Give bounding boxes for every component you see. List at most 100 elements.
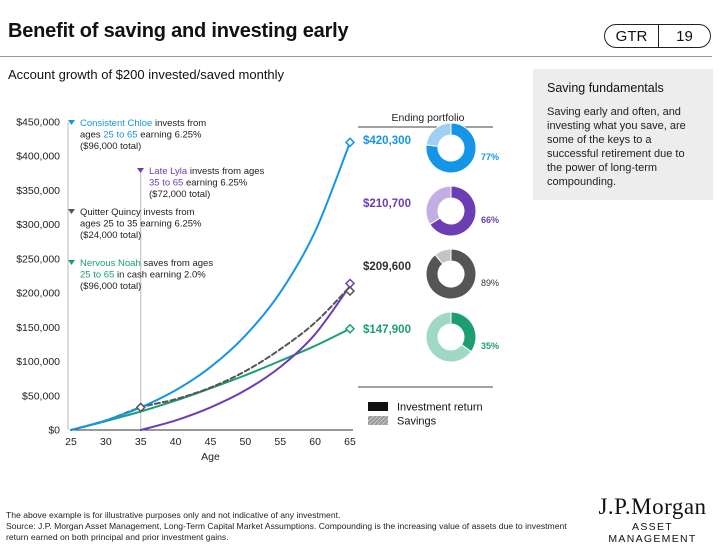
lyla-series-line: [139, 284, 351, 431]
lyla-annotation-arrow-icon: [137, 168, 144, 173]
chloe-annotation-line: ($96,000 total): [80, 141, 141, 152]
y-tick-label: $400,000: [16, 151, 60, 163]
noah-annotation-arrow-icon: [68, 260, 75, 265]
chloe-annotation-line: ages 25 to 65 earning 6.25%: [80, 130, 202, 141]
noah-return-pct: 35%: [481, 341, 499, 351]
legend: Investment return Savings: [368, 402, 483, 428]
y-tick-label: $250,000: [16, 253, 60, 265]
quincy-return-pct: 89%: [481, 278, 499, 288]
lyla-annotation-line: 35 to 65 earning 6.25%: [149, 178, 248, 189]
series-lines: [70, 141, 351, 431]
badge-label: GTR: [605, 25, 659, 47]
chloe-annotation-arrow-icon: [68, 120, 75, 125]
logo-subtitle: ASSET MANAGEMENT: [608, 521, 697, 545]
annotation-text: 25 to 65: [80, 270, 114, 281]
annotation-text: ($72,000 total): [149, 189, 210, 200]
noah-annotation-line: 25 to 65 in cash earning 2.0%: [80, 270, 206, 281]
annotation-text: Quitter Quincy invests from: [80, 207, 195, 218]
annotation-text: ages: [80, 130, 103, 141]
x-tick-label: 60: [309, 436, 321, 448]
sidebar-body: Saving early and often, and investing wh…: [547, 106, 686, 188]
legend-label: Investment return: [397, 402, 483, 414]
quincy-ending-value: $209,600: [363, 261, 411, 273]
noah-marker: [344, 323, 356, 334]
badge-page-number: 19: [676, 27, 693, 45]
logo-wordmark: J.P.Morgan: [598, 494, 707, 519]
lyla-ending-value: $210,700: [363, 198, 411, 210]
ending-portfolio: Ending portfolio $420,300 77% $210,700 66% $2…: [358, 112, 499, 388]
noah-ending-value: $147,900: [363, 324, 411, 336]
annotation-text: ($24,000 total): [80, 230, 141, 241]
growth-chart: $0 $50,000 $100,000 $150,000 $200,000 $250,00…: [16, 112, 499, 464]
footer-source: Source: J.P. Morgan Asset Management, Lo…: [6, 521, 567, 542]
annotation-text: saves from ages: [141, 258, 214, 269]
y-tick-label: $0: [48, 425, 60, 437]
chart-axes: $0 $50,000 $100,000 $150,000 $200,000 $250,00…: [16, 117, 356, 464]
noah-annotation-line: Nervous Noah saves from ages: [80, 258, 213, 269]
y-tick-label: $100,000: [16, 356, 60, 368]
annotation-text: Late Lyla: [149, 166, 188, 177]
lyla-return-pct: 66%: [481, 215, 499, 225]
lyla-annotation-line: Late Lyla invests from ages: [149, 166, 265, 177]
annotation-text: 35 to 65: [149, 178, 183, 189]
chloe-marker: [344, 137, 356, 148]
ending-portfolio-title: Ending portfolio: [392, 112, 465, 124]
footer-disclaimer: The above example is for illustrative pu…: [6, 510, 341, 520]
y-tick-label: $450,000: [16, 117, 60, 129]
chloe-donut-savings: [425, 122, 452, 147]
annotation-text: invests from ages: [187, 166, 264, 177]
chloe-series-line: [70, 141, 351, 431]
annotation-guides: [67, 122, 142, 430]
annotation-text: ($96,000 total): [80, 281, 141, 292]
quincy-annotation-line: Quitter Quincy invests from: [80, 207, 195, 218]
y-tick-label: $350,000: [16, 185, 60, 197]
quincy-annotation-line: ($24,000 total): [80, 230, 141, 241]
annotation-text: ages 25 to 35 earning 6.25%: [80, 219, 202, 230]
x-tick-label: 25: [65, 436, 77, 448]
legend-label: Savings: [397, 416, 437, 428]
noah-series-line: [70, 327, 351, 431]
legend-swatch-return: [368, 402, 388, 411]
annotation-text: in cash earning 2.0%: [114, 270, 206, 281]
annotation-text: invests from: [152, 118, 206, 129]
quincy-donut-savings: [434, 248, 452, 265]
page-title: Benefit of saving and investing early: [8, 20, 349, 42]
y-tick-label: $150,000: [16, 322, 60, 334]
jpmorgan-logo: J.P.Morgan ASSET MANAGEMENT: [590, 494, 715, 545]
y-tick-label: $50,000: [22, 390, 60, 402]
page-badge: GTR 19: [604, 24, 711, 48]
x-tick-label: 65: [344, 436, 356, 448]
chart-subtitle: Account growth of $200 invested/saved mo…: [8, 67, 285, 82]
x-tick-label: 40: [170, 436, 182, 448]
annotation-text: Nervous Noah: [80, 258, 141, 269]
chloe-donut-return: [425, 122, 477, 174]
x-tick-label: 35: [135, 436, 147, 448]
sidebar-heading: Saving fundamentals: [547, 81, 664, 95]
lyla-annotation-line: ($72,000 total): [149, 189, 210, 200]
sidebar-panel: Saving fundamentals Saving early and oft…: [533, 69, 713, 200]
footer-notes: The above example is for illustrative pu…: [6, 510, 576, 543]
annotation-text: earning 6.25%: [183, 178, 247, 189]
annotation-text: earning 6.25%: [138, 130, 202, 141]
x-tick-label: 45: [205, 436, 217, 448]
x-tick-label: 50: [240, 436, 252, 448]
legend-swatch-savings: [368, 416, 388, 425]
series-markers: [135, 137, 356, 413]
noah-annotation-line: ($96,000 total): [80, 281, 141, 292]
noah-donut-savings: [425, 311, 472, 363]
chloe-ending-value: $420,300: [363, 135, 411, 147]
x-tick-label: 55: [274, 436, 286, 448]
annotation-text: ($96,000 total): [80, 141, 141, 152]
annotation-text: 25 to 65: [103, 130, 137, 141]
y-tick-label: $300,000: [16, 219, 60, 231]
quincy-marker: [344, 285, 356, 297]
lyla-donut-savings: [425, 185, 452, 226]
x-axis-label: Age: [201, 451, 220, 463]
chloe-annotation-line: Consistent Chloe invests from: [80, 118, 206, 129]
annotation-text: Consistent Chloe: [80, 118, 152, 129]
header-divider: [0, 56, 712, 57]
y-tick-label: $200,000: [16, 288, 60, 300]
x-tick-label: 30: [100, 436, 112, 448]
quincy-marker: [135, 402, 146, 413]
